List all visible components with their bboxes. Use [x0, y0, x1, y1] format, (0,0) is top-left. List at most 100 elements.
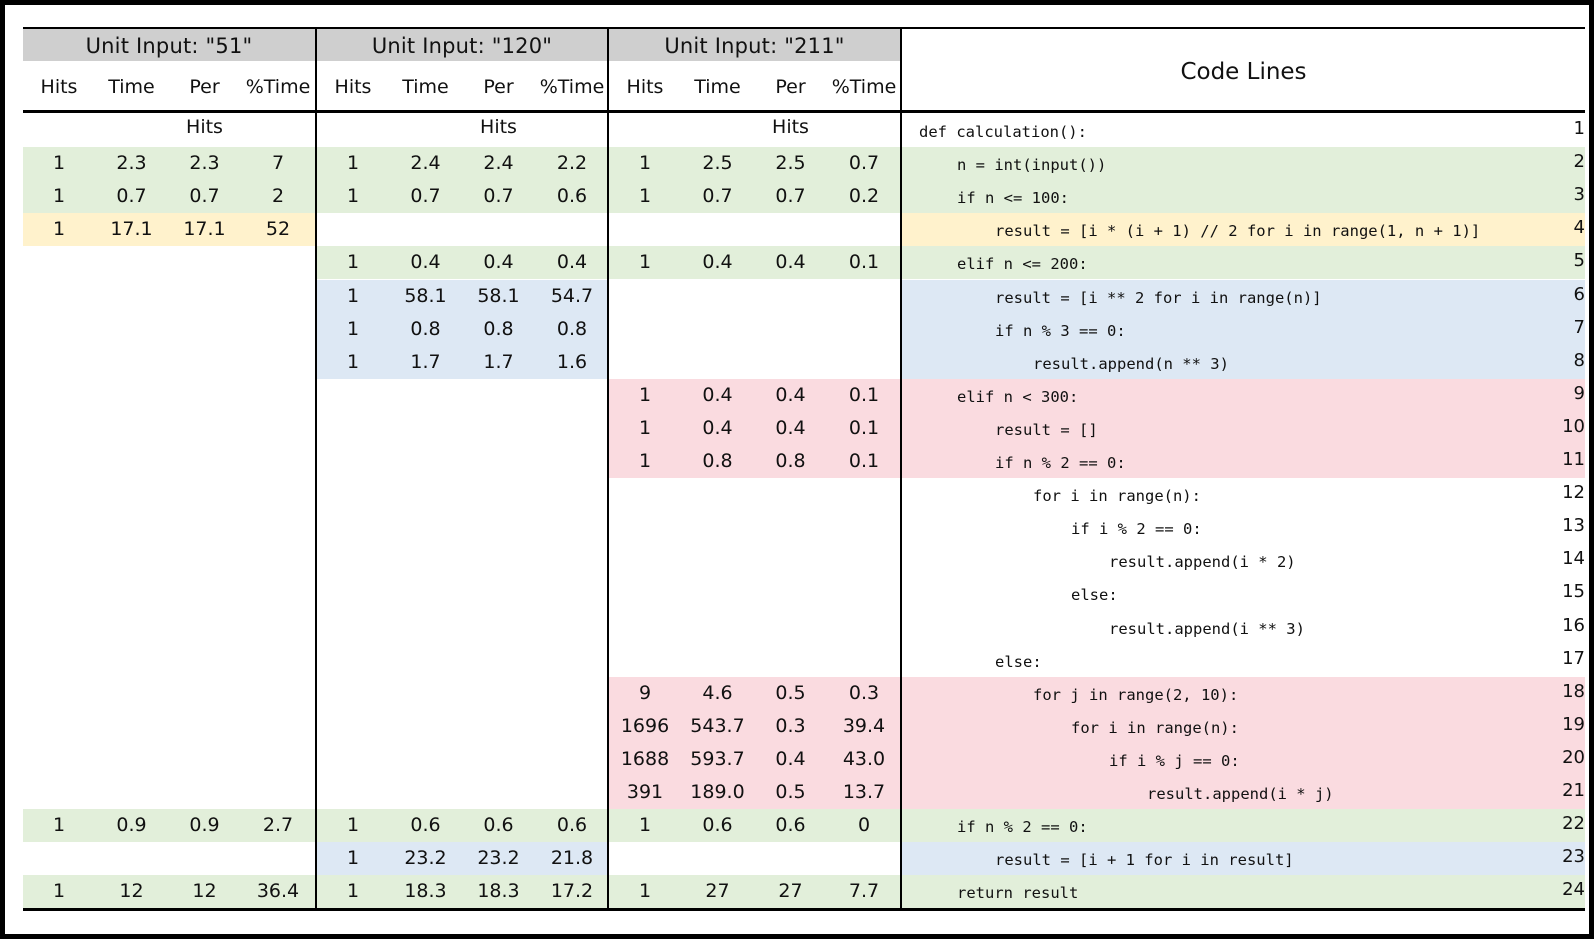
cell-pct-time-120	[535, 677, 609, 710]
row-highlight	[317, 875, 607, 909]
cell-per-hits-51	[168, 379, 241, 412]
cell-time-51: 12	[119, 880, 144, 903]
cell-pct-time-211: 0.1	[848, 450, 880, 472]
table-row: 1 17.1 17.1 52 result = [i * (i + 1) // 2 fo…	[23, 213, 1585, 247]
cell-time-211	[681, 114, 754, 147]
cell-time-120: 0.4	[410, 251, 441, 274]
col-header-hits-120: Hits	[334, 76, 372, 98]
cell-per-hits-211: 2.5	[775, 152, 806, 175]
line-number: 16	[1562, 614, 1585, 636]
cell-hits-120	[317, 114, 389, 147]
col-header-time-211: Time	[694, 76, 741, 98]
cell-hits-211: 1	[638, 880, 652, 903]
code-line: n = int(input())	[957, 156, 1107, 175]
cell-per-hits-51	[168, 412, 241, 445]
cell-time-120	[389, 644, 462, 677]
cell-pct-time-120	[535, 213, 609, 246]
row-highlight	[317, 147, 607, 181]
row-highlight	[609, 776, 900, 809]
bottom-rule	[23, 908, 1585, 911]
cell-hits-211: 391	[626, 781, 664, 803]
cell-time-120: 23.2	[404, 847, 447, 870]
cell-hits-120	[317, 677, 389, 710]
cell-time-120: 0.6	[410, 814, 441, 837]
cell-per-hits-51	[168, 644, 241, 677]
cell-per-hits-120: 0.8	[483, 317, 514, 340]
cell-pct-time-120	[535, 577, 609, 610]
cell-hits-211	[609, 544, 681, 577]
cell-time-51	[95, 379, 168, 412]
cell-per-hits-120	[462, 577, 535, 610]
cell-per-hits-211	[754, 280, 827, 313]
cell-pct-time-120	[535, 710, 609, 743]
line-number: 18	[1562, 680, 1585, 702]
row-highlight	[609, 809, 900, 843]
cell-time-211: 189.0	[690, 781, 745, 803]
line-number: 14	[1562, 548, 1585, 570]
code-line: if n % 2 == 0:	[995, 454, 1126, 472]
cell-time-211: 0.4	[702, 416, 733, 439]
cell-time-211	[681, 213, 754, 246]
cell-hits-211	[609, 511, 681, 544]
table-row: 1 12 12 36.4 1 18.3 18.3 17.2 1 27 27 7.7 return res…	[23, 875, 1585, 909]
row-highlight	[23, 213, 315, 247]
table-row: 9 4.6 0.5 0.3 for j in range(2, 10): 18	[23, 676, 1585, 710]
cell-per-hits-211: 0.6	[775, 814, 806, 837]
line-number: 22	[1562, 813, 1585, 835]
cell-hits-211	[609, 280, 681, 313]
cell-pct-time-120	[535, 511, 609, 544]
code-line: if n % 3 == 0:	[995, 321, 1126, 340]
cell-time-51	[95, 346, 168, 379]
cell-pct-time-51	[241, 710, 315, 743]
line-number: 17	[1562, 647, 1585, 669]
cell-per-hits-120: 0.7	[483, 185, 514, 208]
cell-hits-51	[23, 743, 95, 776]
cell-pct-time-51	[241, 511, 315, 544]
cell-hits-211: 1688	[620, 747, 670, 770]
cell-time-211	[681, 313, 754, 346]
cell-pct-time-51	[241, 412, 315, 445]
code-line: for i in range(n):	[1033, 487, 1201, 506]
cell-hits-211	[609, 213, 681, 246]
cell-time-51	[95, 445, 168, 478]
cell-hits-211	[609, 842, 681, 875]
cell-pct-time-51	[241, 379, 315, 412]
cell-per-hits-211	[754, 842, 827, 875]
line-number: 5	[1573, 250, 1585, 272]
cell-per-hits-211: 0.5	[775, 781, 806, 803]
cell-pct-time-51	[241, 313, 315, 346]
row-highlight	[23, 809, 315, 843]
cell-hits-51: 1	[52, 814, 66, 837]
cell-hits-51: 1	[52, 218, 66, 241]
cell-pct-time-120	[535, 544, 609, 577]
cell-per-hits-211: 0.4	[775, 416, 806, 439]
line-number: 8	[1573, 349, 1585, 371]
cell-time-120	[389, 445, 462, 478]
table-row: 1 23.2 23.2 21.8 result = [i + 1 for i in re…	[23, 842, 1585, 876]
row-highlight	[317, 180, 607, 214]
cell-per-hits-211	[754, 213, 827, 246]
divider-code	[900, 27, 902, 911]
cell-pct-time-211: 0.3	[848, 681, 880, 704]
cell-hits-120: 1	[346, 284, 360, 307]
cell-per-hits-120	[462, 379, 535, 412]
cell-hits-120	[317, 213, 389, 246]
line-number: 9	[1573, 382, 1585, 404]
cell-per-hits-211: 0.3	[775, 714, 806, 737]
cell-per-hits-211	[754, 611, 827, 644]
cell-hits-120	[317, 379, 389, 412]
cell-time-120: 58.1	[404, 284, 447, 307]
cell-time-120: 0.7	[410, 185, 441, 208]
col-header-hits-211: Hits	[626, 76, 664, 98]
cell-time-120	[389, 412, 462, 445]
table-row: 391 189.0 0.5 13.7 result.append(i * j) 21	[23, 776, 1585, 809]
cell-hits-51	[23, 577, 95, 610]
cell-per-hits-51	[168, 710, 241, 743]
col-header-per-hits-51: Per Hits	[186, 76, 223, 138]
cell-pct-time-211	[827, 511, 901, 544]
cell-hits-211: 9	[638, 681, 652, 704]
cell-per-hits-120: 18.3	[477, 880, 520, 903]
group-header-211: Unit Input: "211"	[609, 27, 900, 61]
cell-time-120	[389, 379, 462, 412]
